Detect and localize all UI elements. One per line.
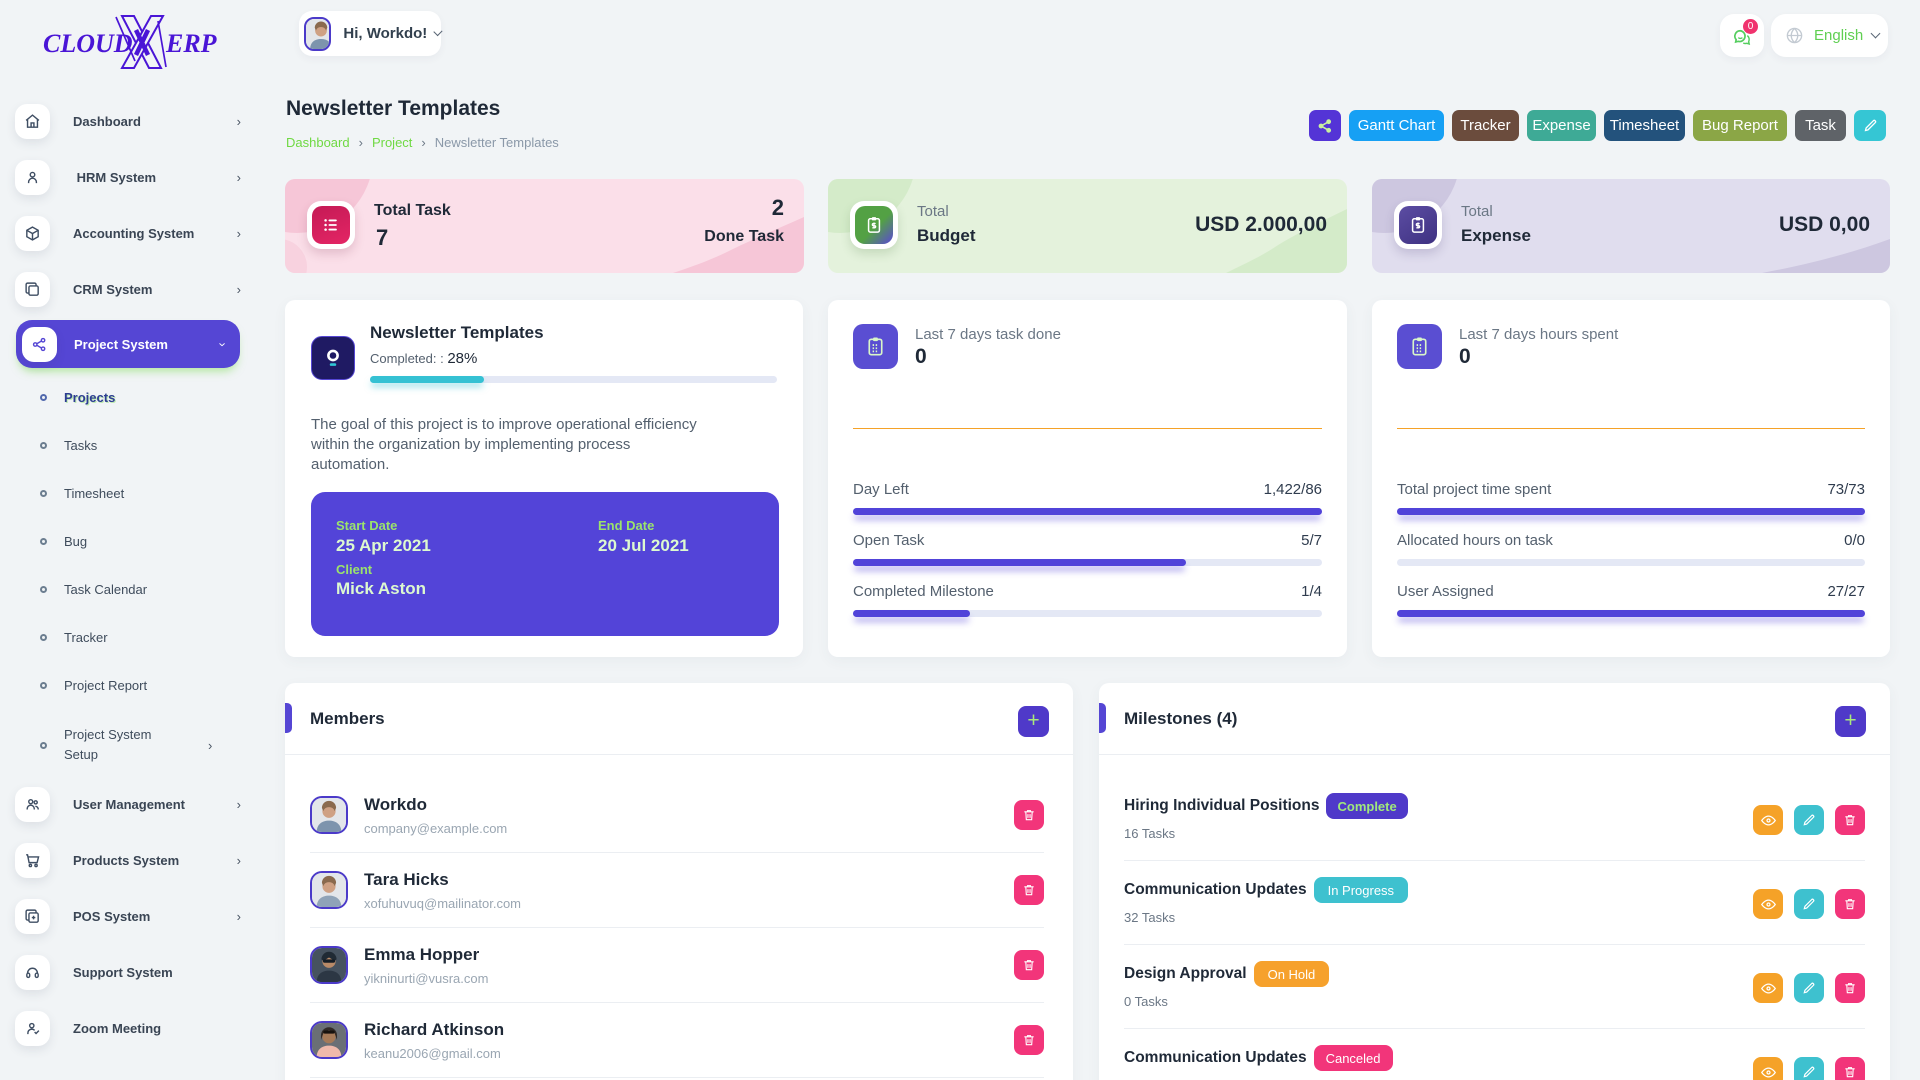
svg-text:ERP: ERP [165,29,218,58]
svg-text:CLOUD: CLOUD [43,29,133,58]
